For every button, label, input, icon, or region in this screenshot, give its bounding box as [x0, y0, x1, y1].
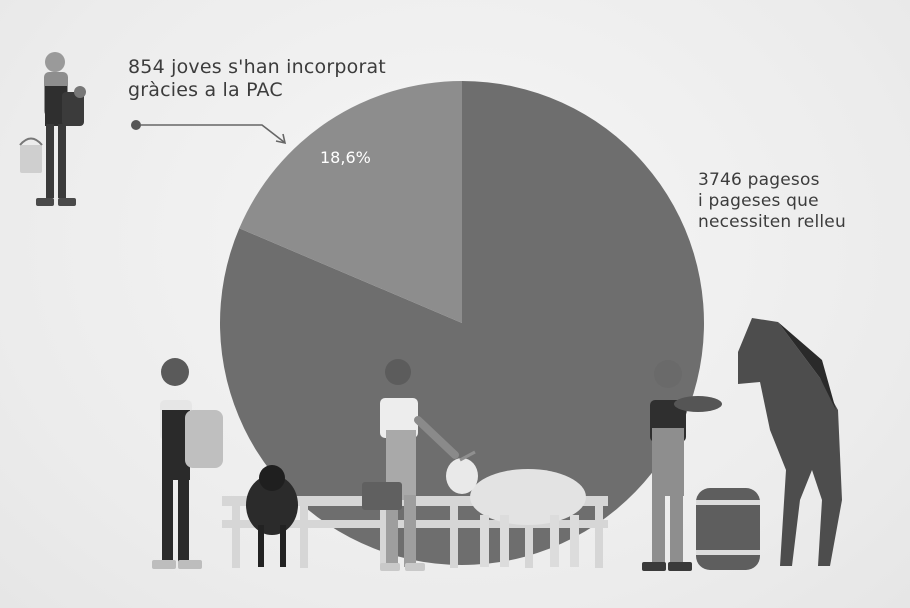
farmer-woman-with-sack-icon: [152, 358, 223, 569]
young-annotation-line2: gràcies a la PAC: [128, 79, 283, 101]
annotation-arrow: [131, 120, 287, 145]
slice-value-label: 18,6%: [320, 148, 371, 167]
young-annotation-line1: 854 joves s'han incorporat: [128, 56, 386, 78]
farmers-need-relief-annotation: 3746 pagesos i pageses que necessiten re…: [698, 170, 898, 233]
arrow-dot: [131, 120, 141, 130]
pie-slices: [219, 81, 704, 565]
young-farmers-annotation: 854 joves s'han incorporat gràcies a la …: [128, 56, 428, 102]
farmer-with-basket-icon: [362, 359, 459, 571]
farmers-annotation-line2: i pageses que: [698, 191, 819, 211]
farmer-with-tray-icon: [642, 360, 722, 571]
sheep-icon: [246, 465, 298, 567]
arrow-line: [141, 124, 285, 143]
pie-slice-minor: [239, 81, 462, 323]
arrow-head: [275, 133, 287, 145]
goat-icon: [446, 450, 586, 567]
farmers-annotation-line1: 3746 pagesos: [698, 170, 820, 190]
farmers-annotation-line3: necessiten relleu: [698, 212, 846, 232]
barrel-icon: [696, 488, 760, 570]
farmer-with-bucket-icon: [19, 52, 86, 206]
horse-icon: [738, 318, 842, 566]
